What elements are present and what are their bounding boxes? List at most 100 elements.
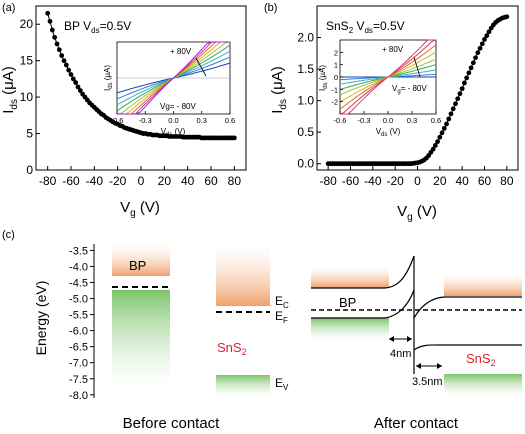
chart-a-inset-x-ticks: -0.6 -0.3 0.0 0.3 0.6 [111,111,235,125]
y-tick-label: 0.0 [297,157,314,171]
after-sns2-cb-curve [413,296,522,319]
inset-x-tick-label: 0.3 [407,116,417,125]
after-sns2-conduction-band [444,274,522,296]
sns2-valence-band [216,375,270,397]
after-sns2-valence-band [444,374,522,396]
y-tick-label: 1.5 [297,62,314,76]
after-sns2-vb-curve [413,344,522,351]
data-point [473,55,478,61]
chart-b-y-label: Ids (μA) [269,66,289,114]
y-tick-label: 5 [26,127,33,141]
data-point [437,134,443,140]
bp-valence-band [112,290,170,388]
data-point [59,53,65,58]
chart-b-x-ticks: -80 -60 -40 -20 0 20 40 60 80 [319,166,514,188]
data-point [45,10,51,16]
data-point [482,37,487,42]
data-point [453,101,458,107]
data-point [455,96,461,102]
y-tick-label: 1.0 [297,94,314,108]
y-tick-label: 10 [20,90,34,104]
data-point [477,45,483,51]
depletion-bp-arrow-head-left [389,336,394,342]
data-point [54,41,60,47]
data-point [68,72,74,77]
inset-y-tick-label: -2 [331,98,338,107]
y-tick-label: 0 [26,163,33,177]
inset-series-line [117,41,230,115]
chart-b-inset-y-label: Ids (μA) [318,65,329,91]
x-tick-label: 60 [478,174,492,188]
after-contact-caption: After contact [374,415,459,432]
energy-tick-label: -3.5 [69,245,88,257]
chart-b: 0.0 0.5 1.0 1.5 2.0 -80 -60 -40 -20 0 20 40 60 80 Sn… [269,5,519,223]
inset-y-tick-label: 2 [334,48,338,57]
chart-a-inset-lines [116,41,231,115]
data-point [439,130,445,136]
chart-b-x-label: Vg (V) [397,203,437,223]
data-point [444,121,449,127]
chart-b-inset-arrow [413,56,421,78]
y-tick-label: 20 [20,17,34,31]
data-point [441,125,447,131]
data-point [464,75,470,81]
after-bp-conduction-band [311,266,389,288]
depletion-bp-width: 4nm [390,348,411,360]
chart-b-inset-y-ticks: -2 -1 0 1 2 [331,48,343,107]
data-point [468,65,474,71]
sns2-label: SnS2 [217,340,247,357]
energy-tick-label: -5.0 [69,294,88,306]
inset-y-tick-label: 0 [334,73,338,82]
y-tick-label: 0.5 [297,125,314,139]
inset-x-tick-label: 0.3 [197,116,207,125]
ec-label: EC [275,294,289,310]
chart-a-inset-bottom-note: Vg= - 80V [160,102,196,111]
data-point [470,60,476,66]
depletion-bp-arrow-head-right [407,336,412,342]
x-tick-label: -40 [86,174,104,188]
before-contact-caption: Before contact [123,415,221,432]
after-bp-vb-curve [311,289,415,319]
data-point [457,91,463,97]
energy-tick-label: -6.0 [69,326,88,338]
chart-a-inset-y-label: Ids (μA) [103,65,114,91]
chart-a-y-ticks: 0 5 10 15 20 [20,17,40,177]
y-tick-label: 15 [20,54,34,68]
energy-tick-label: -8.0 [69,390,88,402]
data-point [479,41,485,47]
data-point [77,88,83,93]
chart-b-inset-bottom-note: Vg= - 80V [392,84,427,95]
chart-a-inset: -0.6 -0.3 0.0 0.3 0.6 + 80V Vg= - 80V Ids (μ… [103,41,235,138]
chart-b-inset-top-note: + 80V [382,45,404,54]
data-point [66,67,72,73]
data-point [432,143,438,148]
data-point [459,86,465,92]
chart-a-points [45,10,237,141]
chart-b-annotation: SnS2 Vds=0.5V [326,19,405,35]
data-point [231,135,237,141]
chart-a: 0 5 10 15 20 -80 -60 -40 -20 0 20 40 60 80 BP Vds=0.… [0,5,247,219]
inset-x-tick-label: 0.0 [383,116,393,125]
x-tick-label: 40 [181,174,195,188]
x-tick-label: 80 [228,174,242,188]
data-point [61,58,67,64]
panel-label-b: (b) [264,2,277,14]
x-tick-label: -80 [39,174,57,188]
ev-label: EV [275,376,289,392]
inset-x-tick-label: -0.6 [111,116,124,125]
data-point [47,18,53,24]
chart-a-inset-x-label: Vds (V) [161,127,186,138]
bp-conduction-band [112,244,170,276]
depletion-sns2-arrow-head-left [416,363,421,369]
inset-x-tick-label: -0.6 [334,116,347,125]
chart-b-y-ticks: 0.0 0.5 1.0 1.5 2.0 [297,31,321,171]
data-point [75,84,81,90]
after-bp-valence-band [311,318,389,340]
data-point [435,139,440,145]
chart-a-x-label: Vg (V) [120,199,160,219]
chart-a-annotation: BP Vds=0.5V [64,19,131,35]
y-tick-label: 2.0 [297,31,314,45]
x-tick-label: -60 [342,174,360,188]
data-point [446,116,452,122]
